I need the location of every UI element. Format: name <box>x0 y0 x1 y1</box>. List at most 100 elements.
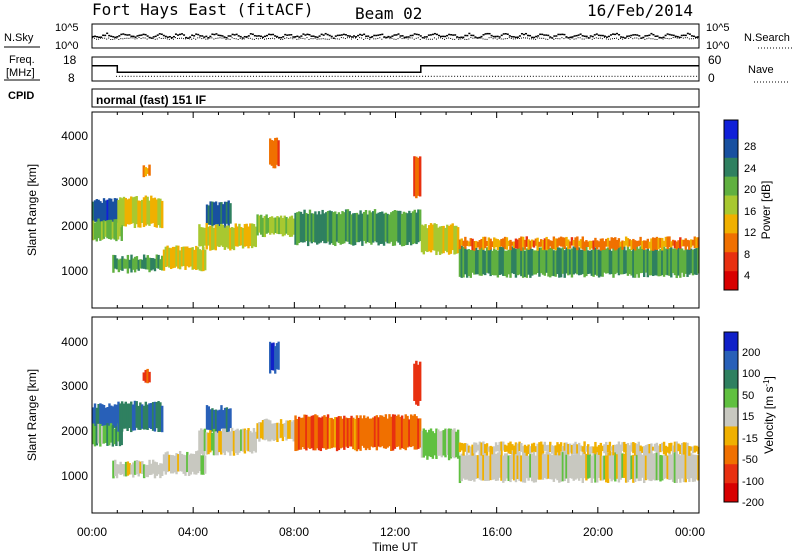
data-cell <box>193 453 196 475</box>
data-cell <box>157 198 160 226</box>
data-cell <box>346 209 350 242</box>
noise-sky-point <box>680 34 683 37</box>
data-cell <box>112 460 115 479</box>
nave-point <box>130 75 132 77</box>
data-cell <box>310 415 313 449</box>
data-cell <box>507 455 510 482</box>
noise-search-point <box>614 37 616 39</box>
data-cell <box>256 423 259 439</box>
colorbar-swatch <box>724 271 738 291</box>
nave-point <box>287 75 289 77</box>
data-cell <box>238 430 241 453</box>
data-cell <box>541 451 545 480</box>
data-cell <box>545 445 548 452</box>
data-cell <box>693 454 696 482</box>
nave-point <box>436 75 438 77</box>
data-cell <box>688 245 691 275</box>
data-cell <box>637 240 640 247</box>
data-cell <box>659 443 662 453</box>
nave-point <box>124 75 126 77</box>
noise-search-point <box>172 38 174 40</box>
noise-sky-point <box>367 35 370 37</box>
data-cell <box>148 200 151 226</box>
nave-point <box>241 75 243 77</box>
noise-search-point <box>156 38 158 40</box>
data-cell <box>269 420 272 442</box>
noise-sky-point <box>223 36 226 38</box>
data-cell <box>316 214 319 245</box>
data-cell <box>157 400 160 433</box>
data-cell <box>200 227 203 247</box>
data-cell <box>642 452 646 484</box>
data-cell <box>373 416 377 447</box>
data-cell <box>512 452 516 481</box>
nave-point <box>561 75 563 77</box>
data-cell <box>141 259 144 269</box>
data-cell <box>227 432 230 453</box>
data-cell <box>220 405 223 429</box>
data-cell <box>133 196 137 229</box>
data-cell <box>453 428 456 459</box>
data-cell <box>109 423 113 443</box>
noise-search-point <box>140 38 142 40</box>
nave-point <box>439 75 441 77</box>
data-cell <box>323 415 326 449</box>
beam-title: Beam 02 <box>355 4 422 23</box>
data-cell <box>132 462 135 478</box>
noise-search-point <box>605 38 607 40</box>
data-cell <box>426 432 429 460</box>
data-cell <box>639 246 642 274</box>
nave-point <box>445 75 447 77</box>
noise-search-point <box>136 38 138 40</box>
data-cell <box>635 246 639 275</box>
data-cell <box>682 442 686 455</box>
data-cell <box>426 228 429 253</box>
data-cell <box>193 249 196 270</box>
data-cell <box>415 360 418 405</box>
data-cell <box>615 444 619 455</box>
xtick-2: 08:00 <box>279 525 309 539</box>
noise-sky-point <box>429 34 432 36</box>
noise-search-point <box>219 37 221 39</box>
noise-search-point <box>185 38 187 40</box>
colorbar-swatch <box>724 157 738 177</box>
data-cell <box>617 238 621 248</box>
noise-sky-point <box>185 36 188 39</box>
noise-search-point <box>280 38 282 40</box>
nave-point <box>419 75 421 77</box>
noise-search-point <box>442 38 444 40</box>
noise-search-point <box>516 37 518 39</box>
noise-sky-point <box>458 36 461 39</box>
data-cell <box>337 212 341 243</box>
nave-point <box>390 75 392 77</box>
nave-point <box>200 75 202 77</box>
data-cell <box>693 236 696 249</box>
nave-point <box>693 75 695 77</box>
data-cell <box>484 250 487 276</box>
noise-search-point <box>573 38 575 40</box>
noise-search-point <box>146 38 148 40</box>
data-cell <box>182 454 185 474</box>
data-cell <box>435 428 438 459</box>
noise-sky-point <box>547 34 550 37</box>
data-cell <box>498 246 501 275</box>
data-cell <box>697 455 700 481</box>
noise-search-point <box>423 37 425 39</box>
data-cell <box>565 442 568 455</box>
data-cell <box>453 225 456 255</box>
data-cell <box>485 443 489 456</box>
data-cell <box>449 224 453 254</box>
data-cell <box>438 431 442 456</box>
data-cell <box>529 240 532 249</box>
data-cell <box>520 443 523 452</box>
noise-search-point <box>640 37 642 39</box>
nave-point <box>652 75 654 77</box>
data-cell <box>521 247 525 278</box>
data-cell <box>652 247 655 277</box>
data-cell <box>484 452 487 481</box>
data-cell <box>679 248 682 278</box>
nave-point <box>209 75 211 77</box>
data-cell <box>364 418 368 451</box>
nave-point <box>139 75 141 77</box>
data-cell <box>639 445 642 452</box>
